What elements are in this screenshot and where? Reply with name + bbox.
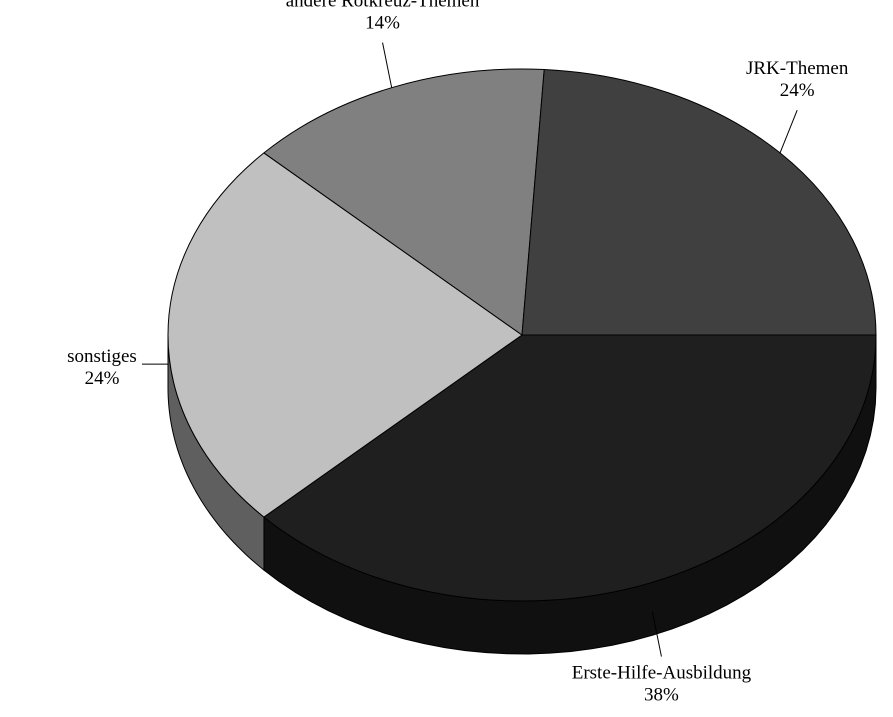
slice-value-label: 24% [85, 368, 120, 389]
leader-line [651, 611, 662, 657]
slice-label: andere Rotkreuz-Themen [286, 0, 480, 12]
pie-labels: Erste-Hilfe-Ausbildung38%sonstiges24%and… [67, 0, 849, 706]
slice-value-label: 24% [780, 80, 815, 101]
leader-line [382, 42, 393, 88]
slice-label: Erste-Hilfe-Ausbildung [572, 663, 752, 684]
pie-slice [521, 69, 877, 336]
pie-slice [263, 334, 877, 602]
slice-label: sonstiges [67, 346, 137, 367]
slice-value-label: 14% [365, 13, 400, 34]
slice-label: JRK-Themen [746, 58, 849, 79]
pie-top [167, 68, 877, 602]
pie-slice [167, 152, 523, 518]
slice-value-label: 38% [644, 685, 679, 706]
leader-line [779, 110, 798, 154]
